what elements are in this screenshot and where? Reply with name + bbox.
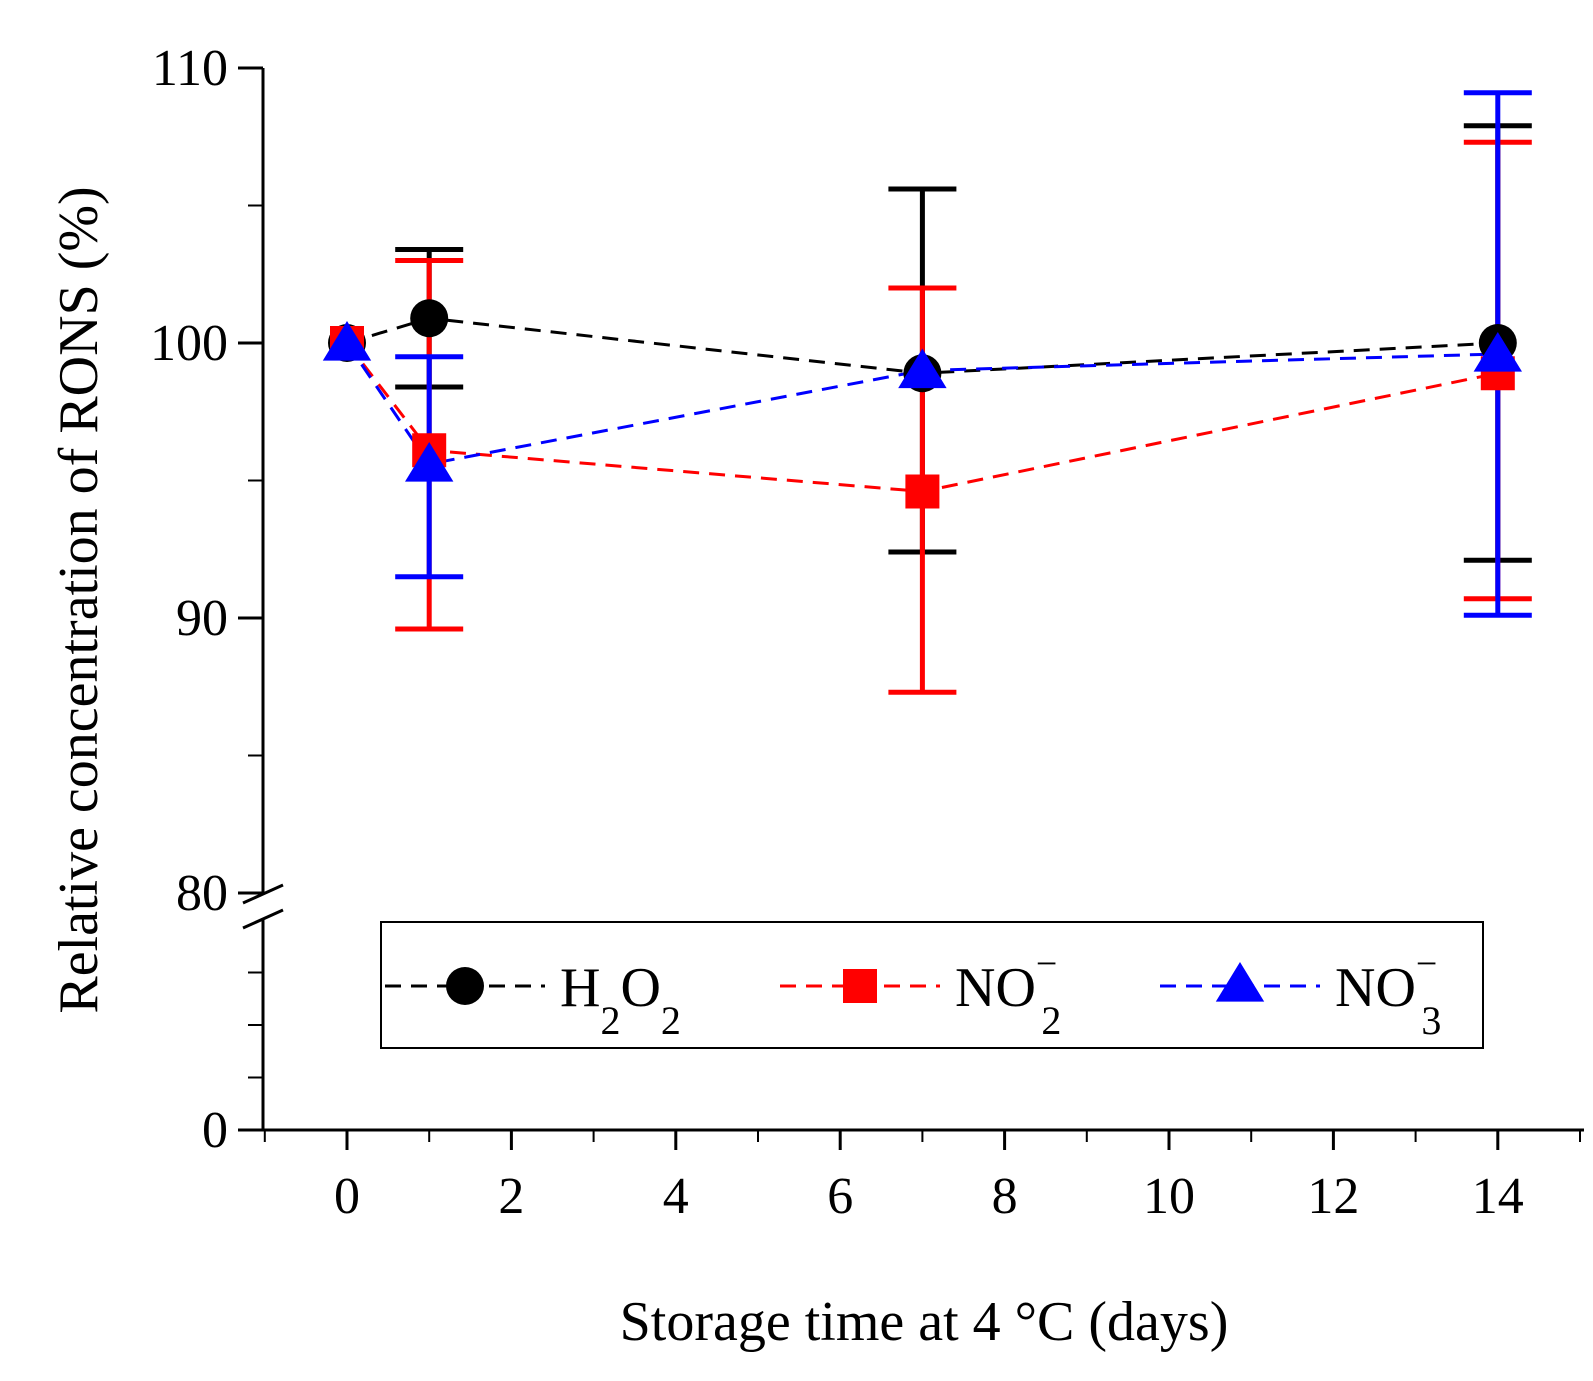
- series-NO3-: [345, 90, 1532, 618]
- data-point: [322, 321, 372, 361]
- legend-marker: [843, 969, 877, 1003]
- y-ticks: 0 80 90 100 110: [150, 40, 263, 1159]
- legend-item-H2O2: H2O2: [385, 957, 681, 1043]
- y-axis-break-mark-2: [242, 908, 284, 930]
- data-point: [898, 348, 947, 389]
- series-line: [346, 316, 1498, 375]
- y-tick-label: 90: [176, 590, 228, 647]
- y-tick-label: 80: [176, 865, 228, 922]
- x-tick-label: 8: [992, 1168, 1018, 1225]
- y-tick-label: 110: [152, 40, 228, 97]
- legend-item-NO3-: NO− 3: [1160, 943, 1441, 1043]
- legend-marker: [446, 967, 484, 1005]
- data-point: [1473, 332, 1522, 372]
- legend-label: NO− 2: [955, 943, 1061, 1043]
- x-tick-label: 4: [663, 1168, 689, 1225]
- series: [322, 90, 1532, 695]
- x-tick-label: 14: [1472, 1168, 1524, 1225]
- x-tick-label: 0: [334, 1168, 360, 1225]
- legend-marker: [1215, 962, 1265, 1002]
- y-tick-label: 100: [150, 315, 228, 372]
- x-axis-title: Storage time at 4 °C (days): [620, 1291, 1229, 1353]
- x-tick-label: 12: [1307, 1168, 1359, 1225]
- x-tick-label: 6: [827, 1168, 853, 1225]
- series-line: [345, 342, 1498, 466]
- markers-NO3-: [322, 321, 1522, 482]
- y-tick-label: 0: [202, 1102, 228, 1159]
- data-point: [410, 299, 449, 338]
- data-point: [905, 474, 940, 509]
- series-line: [345, 342, 1499, 494]
- y-axis-title: Relative concentration of RONS (%): [48, 186, 110, 1013]
- legend: H2O2 NO− 2 NO− 3: [380, 921, 1484, 1049]
- x-tick-label: 10: [1143, 1168, 1195, 1225]
- legend-label: NO− 3: [1335, 943, 1441, 1043]
- series-NO2-: [345, 139, 1532, 695]
- x-tick-label: 2: [498, 1168, 524, 1225]
- x-ticks: 0 2 4 6 8 10 12 14: [263, 1130, 1581, 1225]
- legend-item-NO2-: NO− 2: [780, 943, 1061, 1043]
- data-point: [405, 442, 454, 482]
- legend-label: H2O2: [560, 957, 681, 1043]
